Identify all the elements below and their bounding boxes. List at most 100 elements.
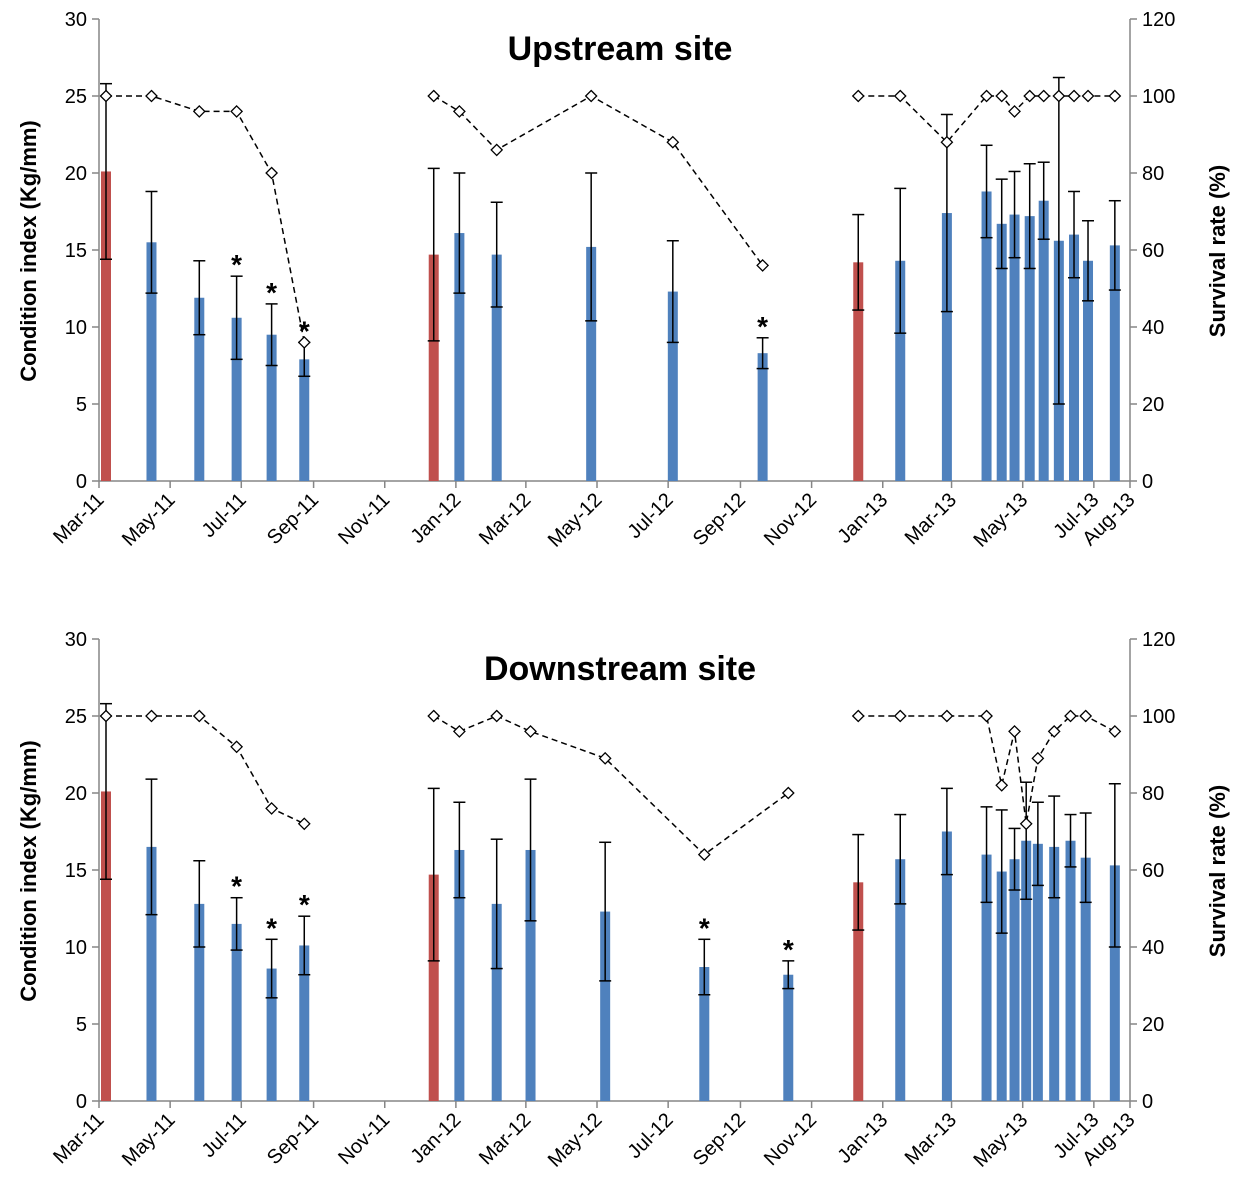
- survival-marker: [265, 801, 279, 815]
- x-tick-label: Jan-13: [833, 489, 892, 548]
- x-tick-label: Mar-13: [901, 489, 961, 549]
- survival-marker: [940, 135, 954, 149]
- survival-marker: [1019, 817, 1033, 831]
- y-tick-label: 5: [76, 1014, 87, 1036]
- y-tick-label: 25: [65, 706, 87, 728]
- bar: [299, 945, 310, 1101]
- bar: [981, 854, 992, 1101]
- survival-marker: [940, 709, 954, 723]
- bar: [194, 903, 205, 1101]
- y2-tick-label: 20: [1142, 1014, 1164, 1036]
- survival-marker: [980, 709, 993, 723]
- bar: [454, 849, 465, 1101]
- survival-marker: [452, 104, 466, 118]
- survival-marker: [980, 89, 993, 103]
- survival-marker: [1108, 89, 1122, 103]
- bar: [428, 874, 439, 1101]
- bar: [491, 254, 502, 481]
- x-tick-label: Jan-12: [407, 1109, 466, 1168]
- bar: [1080, 857, 1091, 1101]
- y2-tick-label: 100: [1142, 706, 1175, 728]
- significance-star: *: [266, 912, 277, 943]
- bar: [1065, 840, 1076, 1101]
- y2-tick-label: 120: [1142, 9, 1175, 31]
- y-tick-label: 25: [65, 86, 87, 108]
- y2-tick-label: 0: [1142, 471, 1153, 493]
- bar: [757, 353, 768, 481]
- bar: [454, 233, 465, 481]
- x-tick-label: Jul-12: [624, 489, 678, 543]
- bar: [981, 191, 992, 482]
- bar: [1009, 859, 1020, 1101]
- survival-marker: [1067, 89, 1081, 103]
- x-tick-label: May-12: [544, 489, 607, 552]
- y-tick-label: 0: [76, 471, 87, 493]
- bar: [428, 254, 439, 481]
- x-tick-label: Jul-12: [624, 1109, 678, 1163]
- bar: [853, 882, 864, 1101]
- y-tick-label: 15: [65, 240, 87, 262]
- bar: [586, 246, 597, 481]
- survival-marker: [995, 778, 1009, 792]
- survival-marker: [1108, 724, 1122, 738]
- bar: [1083, 260, 1094, 481]
- x-tick-label: Jul-11: [198, 489, 251, 542]
- survival-marker: [427, 709, 441, 723]
- y-axis-title: Condition index (Kg/mm): [16, 120, 41, 382]
- y-tick-label: 30: [65, 9, 87, 31]
- x-tick-label: Jul-11: [198, 1109, 251, 1162]
- bar: [853, 262, 864, 481]
- survival-marker: [851, 89, 865, 103]
- y2-axis-title: Survival rate (%): [1205, 165, 1230, 337]
- y2-tick-label: 80: [1142, 783, 1164, 805]
- bar: [895, 859, 906, 1101]
- x-tick-label: Jan-12: [407, 489, 466, 548]
- survival-marker: [145, 709, 158, 723]
- survival-marker: [265, 166, 279, 180]
- bar: [100, 171, 111, 481]
- x-tick-label: Nov-12: [760, 489, 821, 550]
- x-tick-label: Nov-11: [334, 489, 394, 549]
- y2-tick-label: 40: [1142, 317, 1164, 339]
- survival-marker: [1047, 724, 1061, 738]
- bar: [194, 297, 205, 481]
- survival-marker: [995, 89, 1009, 103]
- x-tick-label: Sep-11: [263, 489, 323, 549]
- y2-tick-label: 80: [1142, 163, 1164, 185]
- x-tick-label: May-11: [118, 489, 180, 551]
- bar: [231, 923, 242, 1101]
- survival-marker: [1081, 89, 1095, 103]
- x-tick-label: Sep-12: [689, 489, 750, 550]
- y-tick-label: 0: [76, 1091, 87, 1113]
- bar: [266, 334, 277, 481]
- y2-tick-label: 100: [1142, 86, 1175, 108]
- significance-star: *: [231, 249, 242, 280]
- y-tick-label: 20: [65, 783, 87, 805]
- bar: [491, 903, 502, 1101]
- x-tick-label: Mar-11: [49, 1109, 108, 1168]
- significance-star: *: [266, 277, 277, 308]
- x-tick-label: Mar-12: [475, 489, 535, 549]
- bar: [895, 260, 906, 481]
- x-tick-label: May-13: [970, 489, 1033, 552]
- x-tick-label: May-12: [544, 1109, 607, 1172]
- survival-marker: [192, 104, 206, 118]
- bar: [299, 359, 310, 481]
- significance-star: *: [299, 315, 310, 346]
- bar: [1038, 200, 1049, 481]
- significance-star: *: [699, 912, 710, 943]
- survival-marker: [1008, 724, 1021, 738]
- y-tick-label: 5: [76, 394, 87, 416]
- bar: [146, 242, 157, 481]
- y-axis-title: Condition index (Kg/mm): [16, 740, 41, 1002]
- survival-marker: [756, 258, 770, 272]
- y-tick-label: 30: [65, 629, 87, 651]
- bar: [1021, 840, 1032, 1101]
- survival-marker: [1052, 89, 1066, 103]
- survival-marker: [297, 335, 311, 349]
- survival-marker: [297, 817, 311, 831]
- significance-star: *: [231, 871, 242, 902]
- bar: [996, 871, 1007, 1101]
- survival-marker: [1031, 751, 1045, 765]
